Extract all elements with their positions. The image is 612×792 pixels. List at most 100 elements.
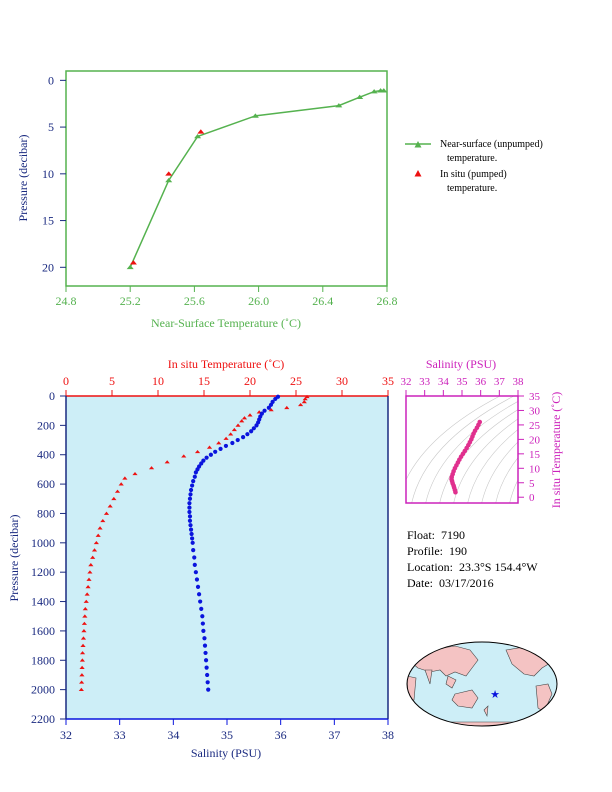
x-tick-label: 26.0 <box>248 294 269 308</box>
salinity-point <box>249 429 254 434</box>
x-tick-label: 26.8 <box>377 294 398 308</box>
salinity-point <box>268 402 274 407</box>
ts-salinity-tick-label: 32 <box>401 376 412 388</box>
temperature-point <box>79 673 85 677</box>
density-contour <box>536 388 612 512</box>
salinity-point <box>203 650 208 656</box>
temperature-point <box>148 466 155 470</box>
temperature-point <box>132 471 138 476</box>
legend-unpumped-marker <box>414 141 422 148</box>
salinity-point <box>193 470 198 475</box>
temperature-point <box>80 636 87 640</box>
ts-temperature-tick-label: 5 <box>529 478 535 490</box>
temperature-point <box>83 599 89 603</box>
ts-density-contours <box>406 388 612 512</box>
salinity-point <box>187 509 192 515</box>
unpumped-point <box>194 133 202 139</box>
density-contour <box>509 479 518 503</box>
y-tick-label: 5 <box>48 120 54 134</box>
salinity-point <box>188 492 193 497</box>
pressure-tick-label: 600 <box>37 477 55 491</box>
density-contour <box>406 396 501 481</box>
profile-row: Profile: 190 <box>407 543 538 559</box>
salinity-point <box>198 599 203 604</box>
salinity-tick-label: 38 <box>382 728 394 742</box>
salinity-point <box>245 432 250 437</box>
map-outline <box>406 641 558 727</box>
legend-pumped-label-2: temperature. <box>447 183 497 194</box>
density-contour <box>411 396 515 503</box>
salinity-point <box>187 505 192 510</box>
temperature-point <box>84 592 90 596</box>
salinity-point <box>187 501 192 506</box>
temperature-point <box>164 460 170 464</box>
salinity-point <box>200 621 205 626</box>
salinity-point <box>254 423 259 428</box>
temperature-axis-label: In situ Temperature (˚C) <box>168 357 285 371</box>
salinity-point <box>200 614 205 619</box>
float-location-marker: ★ <box>490 689 500 701</box>
near-surface-xlabel: Near-Surface Temperature (˚C) <box>151 316 301 330</box>
salinity-point <box>201 458 206 463</box>
temperature-point <box>95 533 101 537</box>
temperature-point <box>194 449 201 454</box>
unpumped-point <box>335 103 343 108</box>
temperature-point <box>79 658 85 662</box>
salinity-point <box>201 628 206 634</box>
salinity-tick-label: 37 <box>328 728 340 742</box>
temperature-point <box>247 413 253 417</box>
salinity-point <box>230 440 235 446</box>
date-value: 03/17/2016 <box>439 576 494 590</box>
ts-salinity-tick-label: 35 <box>457 376 469 388</box>
salinity-point <box>188 487 194 493</box>
unpumped-point <box>370 89 378 94</box>
salinity-point <box>196 592 202 597</box>
profile-pressure-label: Pressure (decibar) <box>7 515 21 602</box>
salinity-point <box>251 426 256 431</box>
temperature-point <box>228 432 234 436</box>
salinity-point <box>188 527 194 532</box>
temperature-point <box>181 454 187 458</box>
salinity-point <box>202 643 208 648</box>
ts-point <box>477 419 483 425</box>
location-map: ★ <box>406 641 558 727</box>
salinity-point <box>273 396 278 402</box>
temperature-point <box>239 419 245 423</box>
temperature-point <box>93 540 99 545</box>
temperature-tick-label: 35 <box>382 374 394 388</box>
salinity-point <box>204 665 209 670</box>
temperature-point <box>90 555 96 559</box>
pressure-tick-label: 1800 <box>31 653 55 667</box>
temperature-tick-label: 25 <box>290 374 302 388</box>
temperature-point <box>82 614 88 618</box>
salinity-point <box>204 455 209 460</box>
salinity-tick-label: 32 <box>60 728 72 742</box>
salinity-point <box>195 584 201 589</box>
profile-plot-area <box>66 396 388 719</box>
unpumped-point <box>126 264 134 270</box>
salinity-axis-label: Salinity (PSU) <box>191 746 261 760</box>
x-tick-label: 24.8 <box>56 294 77 308</box>
y-tick-label: 15 <box>42 214 54 228</box>
salinity-point <box>188 523 193 528</box>
salinity-point <box>187 514 193 519</box>
salinity-tick-label: 36 <box>275 728 287 742</box>
salinity-tick-label: 35 <box>221 728 233 742</box>
temperature-point <box>80 643 86 647</box>
salinity-point <box>205 672 210 678</box>
y-tick-label: 0 <box>48 73 54 87</box>
temperature-point <box>231 427 237 432</box>
temperature-point <box>304 394 310 399</box>
salinity-tick-label: 33 <box>114 728 126 742</box>
profile-chart: 0 5 10 15 20 25 30 35 32 33 34 35 36 37 38 0 200 400 600 80… <box>7 357 394 760</box>
profile-label: Profile: <box>407 544 443 558</box>
location-label: Location: <box>407 560 453 574</box>
ts-salinity-tick-label: 34 <box>438 376 450 388</box>
pumped-point <box>129 260 137 265</box>
unpumped-point <box>356 94 364 100</box>
legend-unpumped-label: Near-surface (unpumped) <box>440 139 543 150</box>
salinity-point <box>218 446 223 451</box>
salinity-point <box>206 687 211 692</box>
unpumped-point <box>380 88 388 93</box>
